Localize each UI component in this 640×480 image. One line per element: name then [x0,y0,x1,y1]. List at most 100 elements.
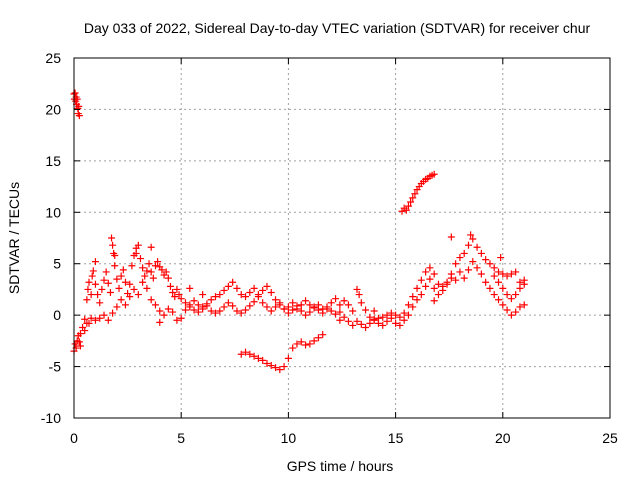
data-point [121,301,129,309]
data-point [460,249,468,257]
data-point [199,305,207,313]
data-point [499,301,507,309]
data-point [104,316,112,324]
data-point [263,359,271,367]
data-point [113,303,121,311]
data-point [417,291,425,299]
data-point [486,260,494,268]
data-point [293,302,301,310]
data-point [482,278,490,286]
data-point [336,308,344,316]
data-point [362,306,370,314]
data-point [464,266,472,274]
data-point [147,296,155,304]
data-point [379,321,387,329]
data-point [503,306,511,314]
data-point [473,243,481,251]
data-point [490,272,498,280]
data-point [91,280,99,288]
data-point [370,315,378,323]
data-point [411,190,419,198]
data-point [242,306,250,314]
data-point [516,303,524,311]
data-point [224,282,232,290]
data-point [111,262,119,270]
data-point [387,314,395,322]
data-point [169,289,177,297]
data-point [499,270,507,278]
data-point [310,337,318,345]
data-point [115,284,123,292]
data-point [289,344,297,352]
data-point [203,302,211,310]
data-point [186,284,194,292]
data-point [75,338,83,346]
data-point [173,285,181,293]
data-point [507,295,515,303]
y-tick-labels: -10 -5 0 5 10 15 20 25 [41,50,61,426]
data-point [76,342,84,350]
data-point [452,276,460,284]
data-point [306,340,314,348]
data-point [323,305,331,313]
data-point [456,268,464,276]
data-point [379,313,387,321]
data-point [357,299,365,307]
y-tick-label: 25 [45,50,61,66]
data-point [145,260,153,268]
data-point [181,299,189,307]
data-point [190,297,198,305]
data-point [430,270,438,278]
data-point [177,295,185,303]
data-point [434,280,442,288]
data-point [259,356,267,364]
y-tick-label: 20 [45,101,61,117]
data-point [186,303,194,311]
data-point [353,317,361,325]
data-point [302,297,310,305]
data-point [516,284,524,292]
data-point [392,311,400,319]
data-point [75,102,83,110]
data-point [357,320,365,328]
data-point [113,275,121,283]
data-point [71,89,79,97]
data-point [495,296,503,304]
data-point [512,291,520,299]
data-point [134,291,142,299]
data-point [267,362,275,370]
data-point [434,291,442,299]
data-point [98,285,106,293]
data-point [169,308,177,316]
data-point [220,303,228,311]
data-point [91,258,99,266]
data-point [143,284,151,292]
data-point [289,299,297,307]
data-point [473,264,481,272]
data-point [400,316,408,324]
data-point [404,202,412,210]
data-point [516,278,524,286]
data-point [147,268,155,276]
data-point [106,289,114,297]
series-negative-segment [237,331,327,374]
chart-title: Day 033 of 2022, Sidereal Day-to-day VTE… [84,20,591,36]
data-point [87,291,95,299]
data-point [139,264,147,272]
data-point [349,307,357,315]
data-point [413,284,421,292]
data-point [383,317,391,325]
data-point [430,297,438,305]
y-tick-label: 0 [53,307,61,323]
y-tick-label: 5 [53,256,61,272]
data-point [362,323,370,331]
data-point [109,309,117,317]
data-point [306,308,314,316]
data-point [254,293,262,301]
data-point [486,284,494,292]
data-point [96,299,104,307]
data-point [84,285,92,293]
data-point [280,363,288,371]
data-point [310,304,318,312]
